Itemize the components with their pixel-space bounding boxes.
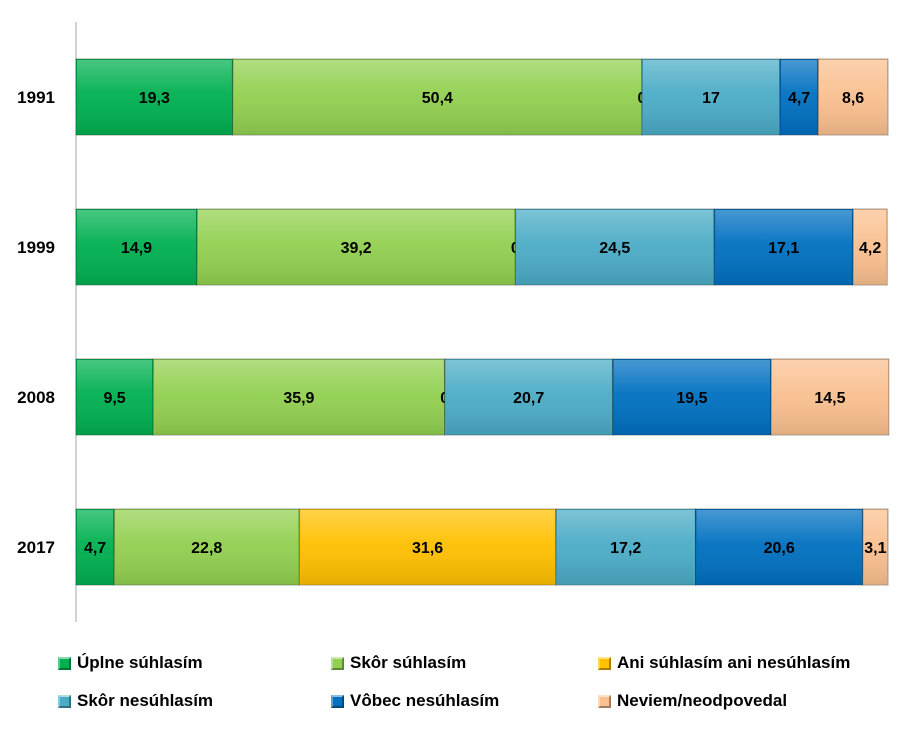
- legend-item-skor-suhlasim: Skôr súhlasím: [331, 651, 466, 675]
- data-label-1999-skor-suhlasim: 39,2: [341, 240, 372, 257]
- legend-label: Neviem/neodpovedal: [617, 691, 788, 710]
- data-label-1991-skor-suhlasim: 50,4: [422, 90, 453, 107]
- data-label-2008-skor-nesuhlasim: 20,7: [513, 390, 544, 407]
- y-tick-labels: 1991 1999 2008 2017: [17, 88, 55, 557]
- data-label-1999-uplne-suhlasim: 14,9: [121, 240, 152, 257]
- data-label-1999-vobec-nesuhlasim: 17,1: [768, 240, 799, 257]
- bar-shine-1991-skor-nesuhlasim: [642, 60, 780, 134]
- legend: Úplne súhlasím Skôr súhlasím Ani súhlasím …: [0, 645, 912, 725]
- legend-swatch: [598, 656, 611, 670]
- legend-item-skor-nesuhlasim: Skôr nesúhlasím: [58, 689, 213, 713]
- bar-shine-2008-skor-nesuhlasim: [445, 360, 612, 434]
- legend-label: Úplne súhlasím: [77, 653, 203, 672]
- bar-shine-2017-ani-suhlasim-ani-nesuhlasim: [300, 510, 555, 584]
- bar-shine-1999-uplne-suhlasim: [77, 210, 196, 284]
- legend-swatch: [598, 694, 611, 708]
- data-label-2008-vobec-nesuhlasim: 19,5: [676, 390, 707, 407]
- legend-swatch: [58, 656, 71, 670]
- bar-shine-1991-vobec-nesuhlasim: [781, 60, 818, 134]
- data-label-1999-neviem-neodpovedal: 4,2: [859, 240, 881, 257]
- bar-shine-2008-uplne-suhlasim: [77, 360, 153, 434]
- bar-shine-1991-uplne-suhlasim: [77, 60, 232, 134]
- bar-shine-2008-skor-suhlasim: [154, 360, 444, 434]
- bar-shine-1999-vobec-nesuhlasim: [715, 210, 853, 284]
- y-tick-label-1999: 1999: [17, 238, 55, 257]
- data-label-2017-uplne-suhlasim: 4,7: [84, 540, 106, 557]
- bar-shine-2017-uplne-suhlasim: [77, 510, 114, 584]
- bar-shine-1999-neviem-neodpovedal: [854, 210, 887, 284]
- bar-shine-2017-skor-suhlasim: [115, 510, 299, 584]
- bar-shine-2017-neviem-neodpovedal: [863, 510, 887, 584]
- legend-item-neviem-neodpovedal: Neviem/neodpovedal: [598, 689, 787, 713]
- y-tick-label-2008: 2008: [17, 388, 55, 407]
- data-label-2017-skor-suhlasim: 22,8: [191, 540, 222, 557]
- data-label-1999-skor-nesuhlasim: 24,5: [599, 240, 630, 257]
- legend-label: Skôr nesúhlasím: [77, 691, 214, 710]
- legend-item-ani-suhlasim-ani-nesuhlasim: Ani súhlasím ani nesúhlasím: [598, 651, 850, 675]
- bar-shine-2008-vobec-nesuhlasim: [613, 360, 771, 434]
- data-label-1991-neviem-neodpovedal: 8,6: [842, 90, 864, 107]
- legend-swatch: [331, 656, 344, 670]
- bar-shine-2017-vobec-nesuhlasim: [696, 510, 862, 584]
- data-label-1991-uplne-suhlasim: 19,3: [139, 90, 170, 107]
- bar-shine-1991-neviem-neodpovedal: [819, 60, 887, 134]
- legend-item-uplne-suhlasim: Úplne súhlasím: [58, 651, 203, 675]
- data-label-2017-neviem-neodpovedal: 3,1: [864, 540, 886, 557]
- data-label-1991-vobec-nesuhlasim: 4,7: [788, 90, 810, 107]
- bar-shine-2008-neviem-neodpovedal: [772, 360, 888, 434]
- data-label-2017-ani-suhlasim-ani-nesuhlasim: 31,6: [412, 540, 443, 557]
- data-label-1991-skor-nesuhlasim: 17: [702, 90, 720, 107]
- legend-item-vobec-nesuhlasim: Vôbec nesúhlasím: [331, 689, 499, 713]
- legend-swatch: [58, 694, 71, 708]
- bar-shine-1999-skor-nesuhlasim: [516, 210, 714, 284]
- data-label-2008-neviem-neodpovedal: 14,5: [814, 390, 845, 407]
- bar-shine-1999-skor-suhlasim: [197, 210, 515, 284]
- data-label-2017-vobec-nesuhlasim: 20,6: [764, 540, 795, 557]
- bars-group: 19,350,40174,78,614,939,2024,517,14,29,5…: [75, 58, 890, 586]
- data-label-2017-skor-nesuhlasim: 17,2: [610, 540, 641, 557]
- y-tick-label-2017: 2017: [17, 538, 55, 557]
- data-label-2008-uplne-suhlasim: 9,5: [103, 390, 125, 407]
- legend-label: Skôr súhlasím: [350, 653, 467, 672]
- legend-label: Vôbec nesúhlasím: [350, 691, 500, 710]
- legend-label: Ani súhlasím ani nesúhlasím: [617, 653, 851, 672]
- legend-swatch: [331, 694, 344, 708]
- bar-shine-2017-skor-nesuhlasim: [556, 510, 695, 584]
- data-label-2008-skor-suhlasim: 35,9: [283, 390, 314, 407]
- bar-shine-1991-skor-suhlasim: [233, 60, 641, 134]
- y-tick-label-1991: 1991: [17, 88, 55, 107]
